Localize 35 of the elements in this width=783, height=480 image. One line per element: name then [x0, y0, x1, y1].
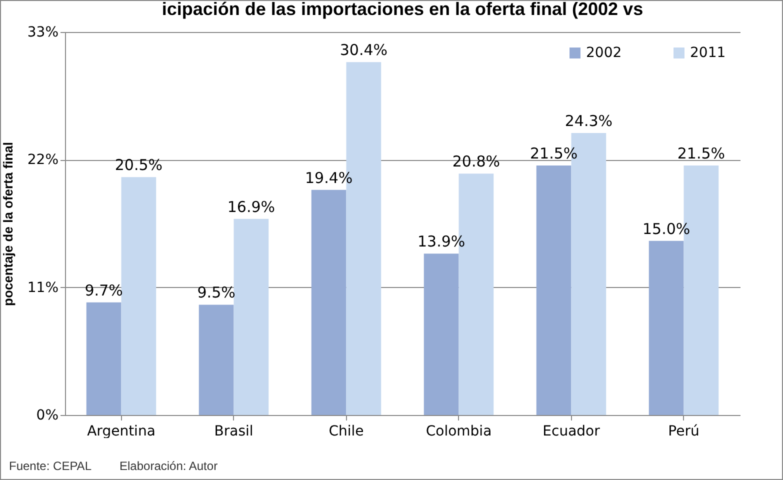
- data-label: 30.4%: [340, 41, 388, 60]
- y-tick-label: 0%: [36, 408, 58, 424]
- data-label: 24.3%: [564, 112, 613, 130]
- y-axis-title: pocentaje de la oferta final: [0, 142, 16, 306]
- data-label: 21.5%: [677, 144, 726, 162]
- y-tick-label: 22%: [27, 152, 58, 168]
- bar: [536, 165, 572, 415]
- bar: [198, 304, 234, 415]
- bar: [311, 190, 346, 415]
- x-tick-label: Brasil: [214, 424, 254, 440]
- bar: [234, 218, 269, 415]
- bar: [86, 302, 122, 415]
- source-note: Fuente: CEPAL: [9, 459, 92, 473]
- legend-label: 2002: [586, 45, 622, 61]
- bar: [424, 254, 459, 415]
- data-label: 21.5%: [530, 144, 578, 162]
- data-label: 16.9%: [227, 198, 276, 216]
- x-tick-label: Perú: [668, 424, 700, 440]
- bar: [648, 240, 684, 415]
- text: Elaboración: Autor: [120, 459, 218, 473]
- data-label: 20.8%: [452, 152, 500, 171]
- data-label: 9.7%: [84, 281, 123, 300]
- x-tick-label: Colombia: [426, 424, 492, 440]
- y-tick-label: 33%: [27, 24, 58, 40]
- data-label: 13.9%: [417, 232, 466, 251]
- legend-label: 2011: [690, 45, 726, 61]
- bar: [121, 177, 156, 415]
- x-tick-label: Ecuador: [542, 424, 600, 440]
- data-label: 15.0%: [642, 220, 690, 238]
- y-tick-label: 11%: [27, 280, 58, 296]
- data-label: 20.5%: [114, 156, 163, 174]
- x-tick-label: Chile: [328, 424, 364, 440]
- data-label: 19.4%: [304, 168, 353, 187]
- chart-title: icipación de las importaciones en la oferta final (2002 vs: [162, 0, 644, 19]
- data-label: 9.5%: [197, 284, 236, 302]
